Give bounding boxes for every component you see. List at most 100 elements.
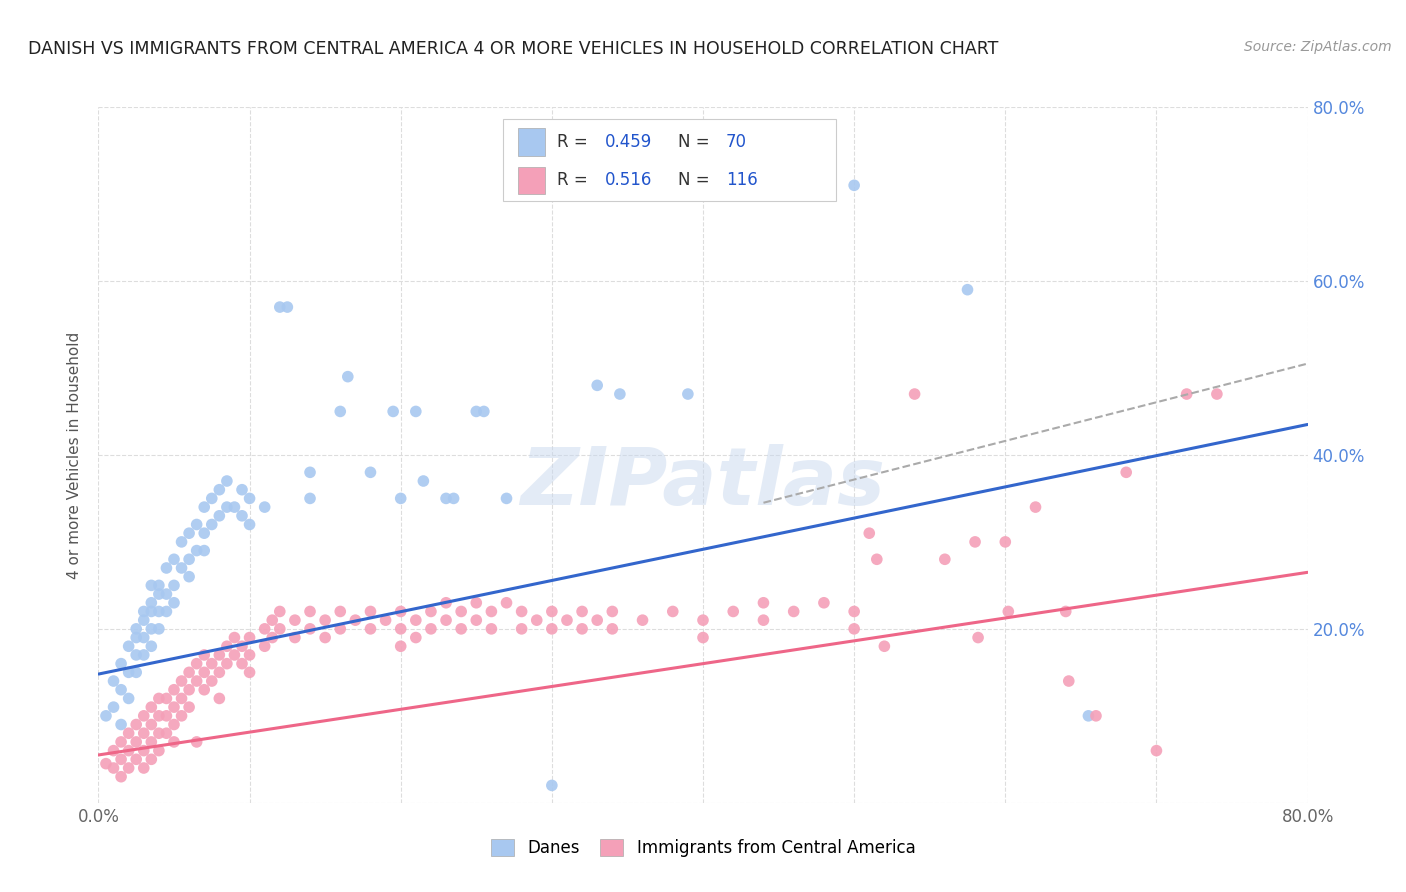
Point [676, 387, 699, 401]
Point [412, 474, 434, 488]
Point [141, 752, 163, 766]
Point [110, 657, 132, 671]
Point [382, 404, 405, 418]
Point [389, 639, 412, 653]
Point [1085, 708, 1108, 723]
Point [239, 491, 262, 506]
Point [132, 761, 155, 775]
Point [179, 526, 201, 541]
Point [420, 622, 443, 636]
Point [148, 622, 170, 636]
Point [465, 404, 488, 418]
Point [360, 466, 382, 480]
Point [193, 543, 215, 558]
Point [329, 404, 352, 418]
Point [481, 622, 503, 636]
Point [125, 631, 148, 645]
Point [208, 508, 231, 523]
Point [360, 622, 382, 636]
Point [965, 534, 987, 549]
Legend: Danes, Immigrants from Central America: Danes, Immigrants from Central America [484, 832, 922, 864]
Point [389, 622, 412, 636]
Point [179, 665, 201, 680]
Point [215, 474, 238, 488]
Point [193, 526, 215, 541]
Point [481, 605, 503, 619]
Point [208, 665, 231, 680]
Point [186, 517, 208, 532]
Point [661, 605, 683, 619]
Point [170, 561, 193, 575]
Point [873, 639, 896, 653]
Point [602, 622, 624, 636]
Point [155, 691, 177, 706]
Point [253, 622, 276, 636]
Point [1057, 674, 1080, 689]
Point [110, 770, 132, 784]
Point [586, 613, 609, 627]
Point [586, 378, 609, 392]
Point [299, 605, 322, 619]
Point [510, 605, 533, 619]
Point [193, 682, 215, 697]
Point [495, 491, 517, 506]
Point [201, 674, 224, 689]
Point [262, 613, 284, 627]
Point [118, 761, 141, 775]
Point [389, 491, 412, 506]
Point [201, 657, 224, 671]
Point [141, 578, 163, 592]
Point [844, 622, 866, 636]
Point [94, 708, 117, 723]
Point [994, 534, 1017, 549]
Point [118, 744, 141, 758]
Point [163, 700, 186, 714]
Point [110, 682, 132, 697]
Point [155, 605, 177, 619]
Point [1144, 744, 1167, 758]
Point [631, 613, 654, 627]
Point [186, 735, 208, 749]
Point [141, 622, 163, 636]
Point [495, 596, 517, 610]
Point [193, 500, 215, 514]
Point [186, 657, 208, 671]
Point [555, 613, 578, 627]
Point [179, 700, 201, 714]
Point [110, 752, 132, 766]
Point [434, 491, 457, 506]
Point [208, 483, 231, 497]
Point [132, 708, 155, 723]
Point [193, 665, 215, 680]
Point [752, 613, 775, 627]
Point [783, 605, 806, 619]
Point [405, 404, 427, 418]
Text: 0.459: 0.459 [605, 133, 652, 151]
Point [201, 491, 224, 506]
Text: ZIPatlas: ZIPatlas [520, 443, 886, 522]
Point [540, 605, 562, 619]
Point [299, 491, 322, 506]
Point [609, 387, 631, 401]
Point [1206, 387, 1229, 401]
Point [163, 596, 186, 610]
Point [148, 726, 170, 740]
Point [110, 735, 132, 749]
Text: R =: R = [557, 171, 593, 189]
Point [329, 605, 352, 619]
Point [1077, 708, 1099, 723]
Point [170, 708, 193, 723]
Point [276, 300, 298, 314]
Point [450, 622, 472, 636]
Point [103, 700, 125, 714]
Point [723, 605, 745, 619]
FancyBboxPatch shape [503, 119, 837, 201]
Point [193, 648, 215, 662]
Point [132, 631, 155, 645]
Text: N =: N = [678, 133, 714, 151]
Point [148, 578, 170, 592]
Point [374, 613, 396, 627]
Point [103, 744, 125, 758]
Point [336, 369, 359, 384]
Point [215, 657, 238, 671]
